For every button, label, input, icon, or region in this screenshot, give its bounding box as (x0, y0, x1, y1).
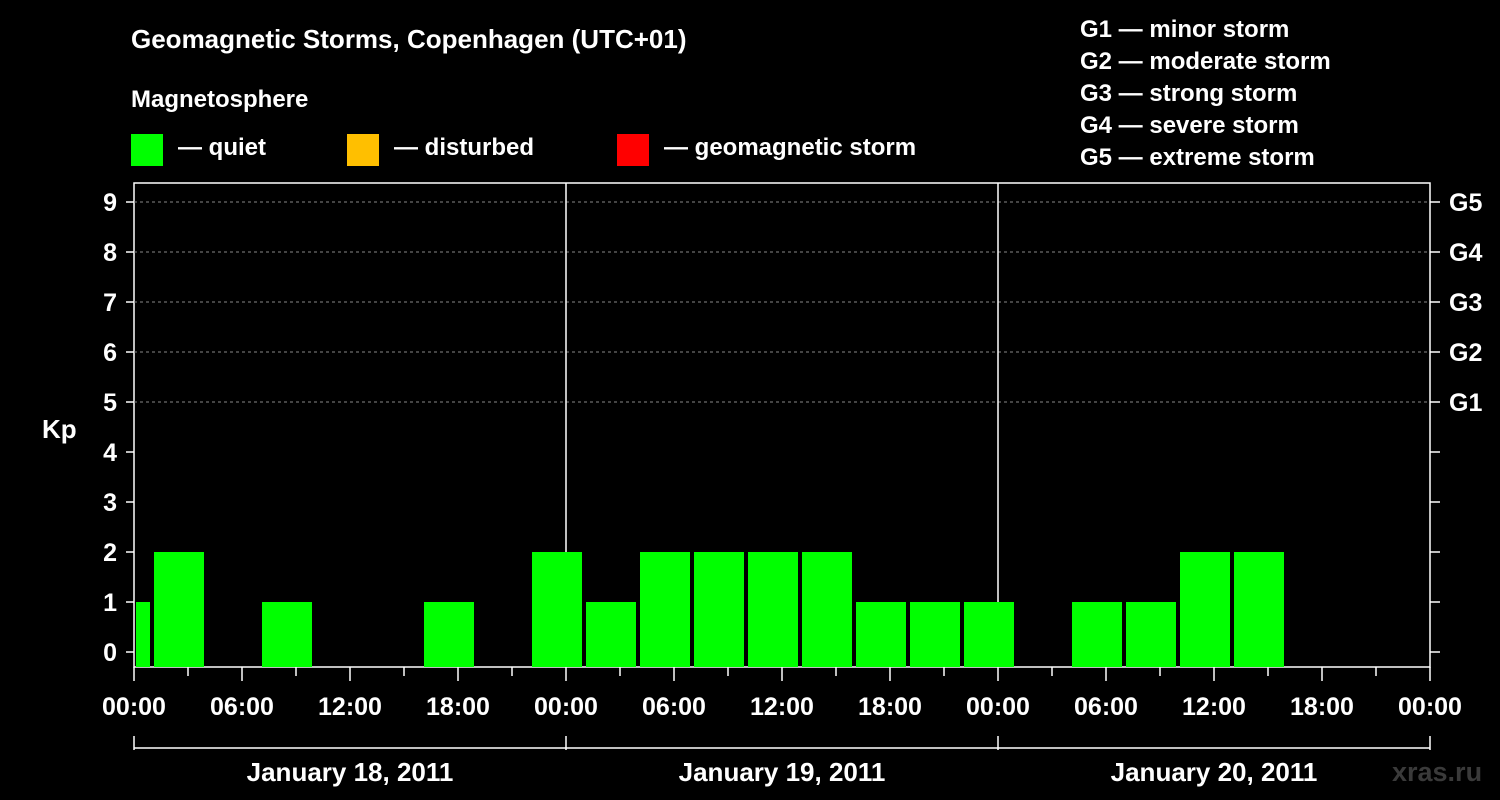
watermark: xras.ru (1392, 757, 1483, 787)
y-tick-label: 4 (103, 439, 117, 467)
y-tick-label: 5 (103, 389, 117, 417)
y-tick-label: 2 (103, 539, 117, 567)
kp-bar (748, 552, 798, 667)
storm-level-g5: G5 — extreme storm (1080, 144, 1315, 171)
legend-swatch-storm (617, 134, 649, 166)
kp-bar (136, 602, 150, 667)
y-tick-label: 1 (103, 589, 117, 617)
chart-title: Geomagnetic Storms, Copenhagen (UTC+01) (131, 24, 687, 54)
x-tick-label: 00:00 (102, 693, 166, 721)
x-tick-label: 18:00 (858, 693, 922, 721)
right-tick-label-g2: G2 (1449, 339, 1482, 367)
x-tick-label: 00:00 (534, 693, 598, 721)
y-tick-label: 7 (103, 289, 117, 317)
kp-bar (154, 552, 204, 667)
legend-label-storm: — geomagnetic storm (664, 134, 917, 161)
kp-bar (1072, 602, 1122, 667)
day-label: January 20, 2011 (1111, 757, 1318, 787)
x-tick-label: 18:00 (1290, 693, 1354, 721)
x-tick-label: 06:00 (210, 693, 274, 721)
kp-bar (694, 552, 744, 667)
y-tick-label: 3 (103, 489, 117, 517)
day-label: January 18, 2011 (247, 757, 454, 787)
y-tick-label: 0 (103, 639, 117, 667)
right-tick-label-g5: G5 (1449, 189, 1482, 217)
right-tick-label-g3: G3 (1449, 289, 1482, 317)
legend-label-quiet: — quiet (178, 134, 266, 161)
legend-swatch-quiet (131, 134, 163, 166)
storm-level-g4: G4 — severe storm (1080, 112, 1299, 139)
kp-bar (1126, 602, 1176, 667)
kp-bar (964, 602, 1014, 667)
kp-bar (586, 602, 636, 667)
x-tick-label: 00:00 (966, 693, 1030, 721)
magnetosphere-label: Magnetosphere (131, 86, 309, 113)
kp-bar (1234, 552, 1284, 667)
kp-bar (1180, 552, 1230, 667)
x-tick-label: 12:00 (750, 693, 814, 721)
right-tick-label-g1: G1 (1449, 389, 1482, 417)
x-tick-label: 00:00 (1398, 693, 1462, 721)
storm-level-g2: G2 — moderate storm (1080, 48, 1331, 75)
storm-level-g3: G3 — strong storm (1080, 80, 1298, 107)
kp-bar (802, 552, 852, 667)
y-tick-label: 6 (103, 339, 117, 367)
kp-bar (424, 602, 474, 667)
x-tick-label: 12:00 (318, 693, 382, 721)
kp-bar (262, 602, 312, 667)
x-tick-label: 06:00 (642, 693, 706, 721)
legend-label-disturbed: — disturbed (394, 134, 535, 161)
day-label: January 19, 2011 (679, 757, 886, 787)
kp-bar (532, 552, 582, 667)
y-axis-label: Kp (42, 414, 77, 444)
y-tick-label: 8 (103, 239, 117, 267)
legend-swatch-disturbed (347, 134, 379, 166)
x-tick-label: 12:00 (1182, 693, 1246, 721)
kp-bar (856, 602, 906, 667)
kp-bar (910, 602, 960, 667)
x-tick-label: 06:00 (1074, 693, 1138, 721)
y-tick-label: 9 (103, 189, 117, 217)
x-tick-label: 18:00 (426, 693, 490, 721)
right-tick-label-g4: G4 (1449, 239, 1482, 267)
kp-bar (640, 552, 690, 667)
storm-level-g1: G1 — minor storm (1080, 16, 1290, 43)
